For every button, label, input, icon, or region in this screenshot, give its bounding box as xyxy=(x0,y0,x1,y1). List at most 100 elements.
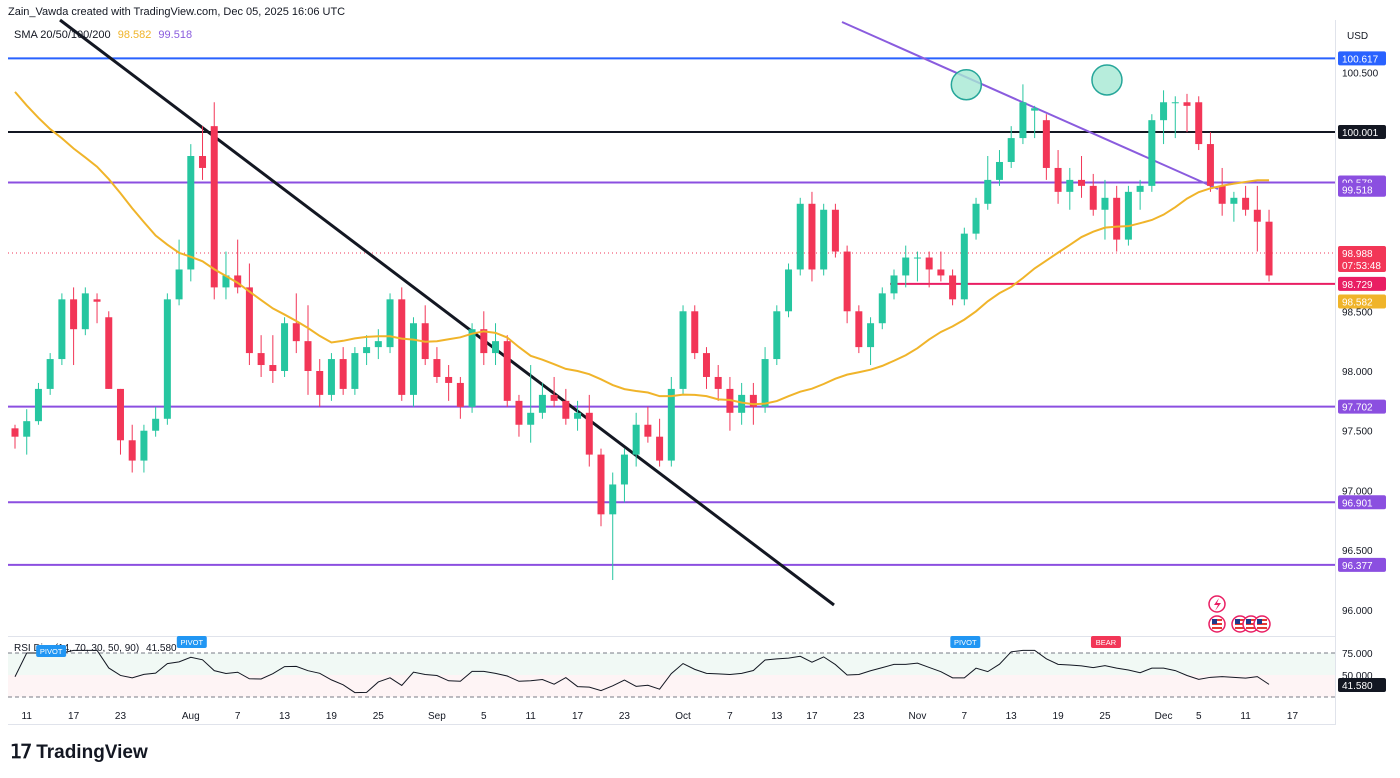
us-flag-icon-canton xyxy=(1212,619,1217,624)
candle-body xyxy=(843,251,851,312)
candle-body xyxy=(562,400,570,419)
candle-body xyxy=(902,257,910,276)
candle xyxy=(949,269,957,306)
rsi-level-tick: 50.000 xyxy=(1342,671,1373,682)
candle-body xyxy=(738,394,746,413)
rsi-legend[interactable]: RSI Div (14, 70, 30, 50, 90) 41.580 xyxy=(14,643,181,654)
candle xyxy=(902,245,910,288)
currency-label[interactable]: USD xyxy=(1347,31,1369,42)
candle-body xyxy=(292,323,300,342)
marker-pivot-1: PIVOT xyxy=(36,645,67,657)
candle xyxy=(867,317,875,366)
price-axis[interactable]: 100.500 98.500 98.000 97.500 97.000 96.500 96.… xyxy=(1342,68,1379,616)
brand[interactable]: 𝟣𝟩 TradingView xyxy=(10,741,148,764)
time-tick: 23 xyxy=(115,711,127,722)
candle xyxy=(855,305,863,354)
time-tick: 7 xyxy=(235,711,241,722)
time-tick: 11 xyxy=(22,711,33,722)
candle-body xyxy=(316,371,324,395)
candle-body xyxy=(46,359,54,389)
candle-body xyxy=(363,347,371,354)
candle-body xyxy=(808,203,816,270)
sma-50-label-bg xyxy=(1338,294,1386,309)
candle xyxy=(386,293,394,354)
candle-body xyxy=(163,299,171,419)
candle xyxy=(1054,150,1062,204)
chart-attribution: Zain_Vawda created with TradingView.com,… xyxy=(8,6,346,18)
candle xyxy=(679,305,687,395)
level-100-001-label-bg xyxy=(1338,125,1386,139)
candle-body xyxy=(667,388,675,461)
candle-body xyxy=(949,275,957,300)
candle xyxy=(503,335,511,407)
candle xyxy=(890,269,898,300)
rsi-value-label: 41.580 xyxy=(1338,678,1386,692)
candle-body xyxy=(515,400,523,425)
candle-body xyxy=(269,365,277,371)
price-tick: 96.000 xyxy=(1342,606,1373,617)
candle-body xyxy=(34,388,42,422)
candle xyxy=(363,335,371,366)
candle xyxy=(11,424,19,449)
candle xyxy=(34,382,42,425)
level-100-617-label-text: 100.617 xyxy=(1342,54,1379,65)
time-tick: 13 xyxy=(1006,711,1018,722)
price-labels: 100.617100.00199.57897.70296.90196.37799… xyxy=(1338,51,1386,572)
candle-body xyxy=(609,484,617,515)
candle xyxy=(1031,105,1039,139)
candle xyxy=(445,365,453,401)
time-tick: 23 xyxy=(619,711,631,722)
candle-body xyxy=(81,293,89,330)
candle-body xyxy=(820,209,828,270)
sma-50-line xyxy=(14,91,1270,406)
marker-bear: BEAR xyxy=(1090,636,1121,648)
candle-body xyxy=(714,376,722,389)
sma-legend-value-1: 98.582 xyxy=(117,29,152,41)
candle xyxy=(913,251,921,282)
time-axis[interactable]: 11 17 23 Aug 7 13 19 25 Sep 5 11 17 23 Oct 7 13 17 23 Nov 7… xyxy=(22,711,1299,722)
level-96-901-label-text: 96.901 xyxy=(1342,498,1373,509)
us-flag-icon-white xyxy=(1257,625,1267,627)
last-price-label-text: 98.988 xyxy=(1342,249,1373,260)
candle xyxy=(714,365,722,401)
candle xyxy=(351,347,359,395)
candle-body xyxy=(105,317,113,389)
candle xyxy=(152,406,160,437)
candle-body xyxy=(11,428,19,437)
time-tick: 11 xyxy=(1240,711,1251,722)
time-tick: 7 xyxy=(962,711,968,722)
candle-body xyxy=(409,323,417,395)
candle xyxy=(292,293,300,354)
candle-body xyxy=(93,299,101,302)
candle-body xyxy=(140,430,148,461)
candle xyxy=(281,317,289,377)
tradingview-logo-icon: 𝟣𝟩 xyxy=(10,742,32,763)
candle xyxy=(374,329,382,360)
level-96-377-label: 96.377 xyxy=(1338,557,1386,572)
candle xyxy=(1124,185,1132,246)
candle-body xyxy=(749,394,757,407)
candle-body xyxy=(70,299,78,330)
candle xyxy=(878,287,886,330)
lightning-event-icon xyxy=(1208,595,1226,613)
candle-body xyxy=(1218,185,1226,204)
marker-pivot-3-text: PIVOT xyxy=(954,638,977,647)
candle-body xyxy=(1007,138,1015,162)
candle-body xyxy=(222,275,230,288)
candle xyxy=(1066,167,1074,210)
candle xyxy=(984,156,992,210)
candle-body xyxy=(1148,120,1156,186)
candle-body xyxy=(199,156,207,168)
level-97-702-label: 97.702 xyxy=(1338,399,1386,414)
sma-legend[interactable]: SMA 20/50/100/200 98.582 99.518 xyxy=(14,29,196,41)
time-tick: 17 xyxy=(572,711,584,722)
level-96-901-label-bg xyxy=(1338,495,1386,510)
candle-body xyxy=(503,341,511,401)
horizontal-levels xyxy=(8,57,1335,566)
price-tick: 100.500 xyxy=(1342,68,1379,79)
candle xyxy=(925,251,933,288)
candle-body xyxy=(245,287,253,354)
candle xyxy=(1242,185,1250,216)
us-flag-icon-white xyxy=(1246,625,1256,627)
